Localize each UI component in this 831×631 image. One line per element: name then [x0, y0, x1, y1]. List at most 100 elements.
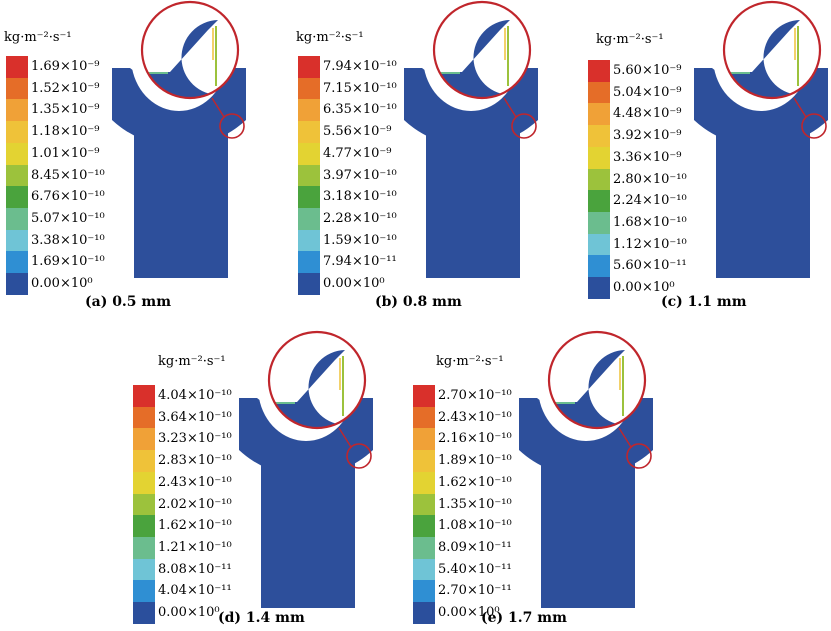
legend-tick-label: 2.43×10⁻¹⁰: [438, 409, 512, 425]
legend-swatch: [413, 558, 435, 581]
legend-swatch: [6, 142, 28, 165]
zoom-circle: [140, 0, 240, 100]
zoom-inset: [724, 20, 820, 98]
legend-swatch: [298, 56, 320, 79]
legend-unit-label: kg·m⁻²·s⁻¹: [596, 32, 664, 47]
legend-tick-label: 2.83×10⁻¹⁰: [158, 453, 232, 469]
legend-swatch: [413, 515, 435, 538]
legend-swatch: [298, 142, 320, 165]
legend-tick-label: 3.36×10⁻⁹: [613, 149, 682, 165]
legend-unit-label: kg·m⁻²·s⁻¹: [436, 354, 504, 369]
legend-unit-label: kg·m⁻²·s⁻¹: [296, 30, 364, 45]
legend-tick-label: 3.64×10⁻¹⁰: [158, 409, 232, 425]
legend-tick-label: 1.21×10⁻¹⁰: [158, 539, 232, 555]
legend-tick-label: 3.97×10⁻¹⁰: [323, 167, 397, 183]
legend-swatch: [6, 186, 28, 209]
contact-marker-circle: [626, 443, 652, 469]
legend-swatch: [6, 273, 28, 296]
legend-swatch: [588, 125, 610, 148]
column-body: [426, 126, 520, 278]
legend-tick-label: 1.12×10⁻¹⁰: [613, 236, 687, 252]
legend-swatch: [413, 580, 435, 603]
legend-tick-label: 7.94×10⁻¹⁰: [323, 59, 397, 74]
legend-swatch: [588, 277, 610, 300]
legend-tick-label: 4.48×10⁻⁹: [613, 106, 682, 122]
legend-tick-label: 1.52×10⁻⁹: [31, 80, 100, 96]
legend-swatch: [133, 558, 155, 581]
legend-tick-label: 2.24×10⁻¹⁰: [613, 193, 687, 209]
legend-tick-label: 5.60×10⁻¹¹: [613, 258, 687, 274]
legend-swatch: [588, 233, 610, 256]
legend-tick-label: 4.04×10⁻¹⁰: [158, 388, 232, 403]
legend-swatch: [298, 99, 320, 122]
geometry-figure: [112, 0, 246, 278]
leader-line: [211, 97, 225, 118]
legend-tick-label: 3.38×10⁻¹⁰: [31, 232, 105, 248]
legend-swatch: [133, 493, 155, 516]
column-body: [261, 456, 355, 608]
legend-tick-label: 2.80×10⁻¹⁰: [613, 171, 687, 187]
legend-swatch: [6, 99, 28, 122]
contact-marker-circle: [511, 113, 537, 139]
panel-caption: (e) 1.7 mm: [481, 610, 567, 626]
legend-unit-label: kg·m⁻²·s⁻¹: [4, 30, 72, 45]
legend-swatch: [298, 207, 320, 231]
legend-tick-label: 2.70×10⁻¹⁰: [438, 388, 512, 403]
legend-swatch: [298, 273, 320, 296]
legend-swatch: [588, 211, 610, 235]
legend-tick-label: 2.16×10⁻¹⁰: [438, 431, 512, 447]
legend-tick-label: 4.77×10⁻⁹: [323, 145, 392, 161]
legend-swatch: [133, 450, 155, 473]
legend-tick-label: 5.07×10⁻¹⁰: [31, 210, 105, 226]
zoom-inset: [269, 350, 365, 428]
legend-swatch: [413, 428, 435, 451]
legend-swatch: [6, 164, 28, 187]
legend-tick-label: 8.09×10⁻¹¹: [438, 539, 512, 555]
panel-caption: (b) 0.8 mm: [375, 294, 462, 310]
legend-swatch: [6, 229, 28, 252]
legend-swatch: [413, 385, 435, 408]
legend-tick-label: 5.40×10⁻¹¹: [438, 561, 512, 577]
legend-tick-label: 5.56×10⁻⁹: [323, 124, 392, 140]
legend-tick-label: 1.35×10⁻¹⁰: [438, 496, 512, 512]
geometry-figure: [404, 0, 538, 278]
geometry-figure: [519, 330, 653, 608]
legend-swatch: [133, 536, 155, 560]
zoom-circle: [547, 330, 647, 430]
legend-swatch: [413, 536, 435, 560]
legend-tick-label: 1.89×10⁻¹⁰: [438, 453, 512, 469]
legend-tick-label: 0.00×10⁰: [158, 605, 220, 620]
legend-swatch: [588, 146, 610, 169]
legend-swatch: [413, 493, 435, 516]
legend-swatch: [413, 471, 435, 494]
legend-swatch: [588, 60, 610, 83]
legend-swatch: [298, 77, 320, 100]
zoom-circle: [432, 0, 532, 100]
leader-line: [338, 427, 352, 448]
legend-tick-label: 0.00×10⁰: [323, 276, 385, 291]
legend-tick-label: 2.02×10⁻¹⁰: [158, 496, 232, 512]
legend-tick-label: 7.94×10⁻¹¹: [323, 254, 397, 270]
leader-line: [793, 97, 807, 118]
column-body: [134, 126, 228, 278]
leader-line: [503, 97, 517, 118]
legend-tick-label: 1.62×10⁻¹⁰: [158, 518, 232, 534]
legend-swatch: [298, 121, 320, 144]
legend-swatch: [298, 229, 320, 252]
legend-tick-label: 1.08×10⁻¹⁰: [438, 518, 512, 534]
legend-tick-label: 0.00×10⁰: [438, 605, 500, 620]
legend-swatch: [413, 406, 435, 429]
contact-marker-circle: [219, 113, 245, 139]
legend-tick-label: 6.76×10⁻¹⁰: [31, 189, 105, 205]
legend-tick-label: 1.69×10⁻⁹: [31, 59, 100, 74]
legend-swatch: [133, 428, 155, 451]
legend-swatch: [588, 81, 610, 104]
legend-swatch: [413, 602, 435, 625]
geometry-figure: [239, 330, 373, 608]
legend-swatch: [6, 207, 28, 231]
legend-tick-label: 3.18×10⁻¹⁰: [323, 189, 397, 205]
legend-tick-label: 6.35×10⁻¹⁰: [323, 102, 397, 118]
legend-tick-label: 2.70×10⁻¹¹: [438, 583, 512, 599]
legend-swatch: [133, 515, 155, 538]
legend-swatch: [133, 471, 155, 494]
